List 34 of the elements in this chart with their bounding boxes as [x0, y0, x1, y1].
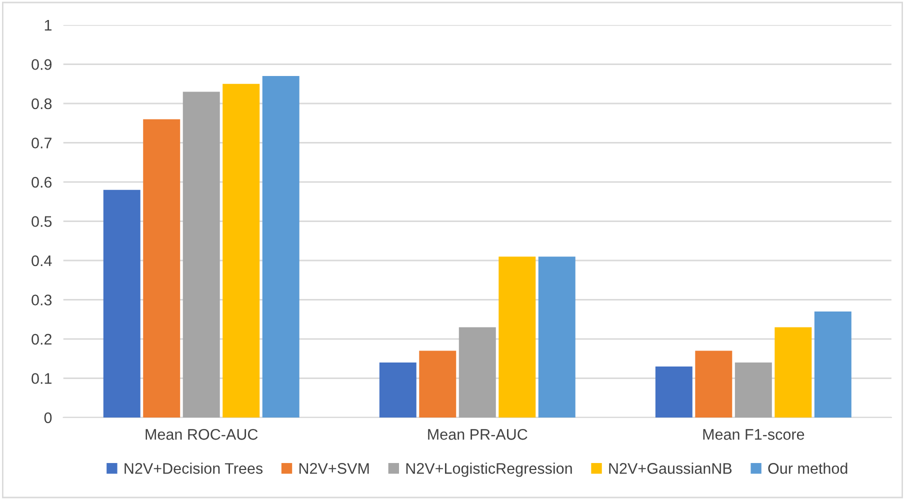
y-tick-label: 0.6 [32, 176, 52, 188]
bar [774, 327, 812, 418]
bar [103, 190, 140, 418]
bar [419, 350, 456, 418]
y-tick-label: 0 [44, 412, 52, 424]
legend-label: Our method [768, 462, 848, 474]
bar [379, 362, 416, 418]
y-tick-label: 0.4 [32, 255, 52, 266]
legend-label: N2V+SVM [299, 463, 369, 474]
x-tick-label: Mean PR-AUC [428, 429, 528, 440]
y-tick-label: 1 [44, 20, 52, 31]
legend-label: N2V+Decision Trees [124, 462, 263, 474]
bar [143, 119, 180, 418]
bar [538, 256, 576, 418]
x-tick-label: Mean ROC-AUC [146, 429, 258, 440]
bar [182, 92, 220, 418]
bar [655, 366, 692, 418]
bar [814, 312, 852, 418]
y-tick-label: 0.8 [32, 98, 52, 110]
y-tick-label: 0.7 [32, 138, 52, 148]
bar [695, 350, 732, 418]
y-tick-label: 0.3 [32, 294, 52, 306]
bar [734, 362, 772, 418]
y-tick-label: 0.5 [32, 216, 52, 227]
legend-label: N2V+GaussianNB [609, 462, 732, 474]
y-tick-label: 0.9 [32, 59, 52, 70]
bar [222, 84, 260, 418]
y-tick-label: 0.2 [32, 334, 52, 345]
y-tick-label: 0.1 [32, 373, 52, 384]
bar [458, 327, 496, 418]
bar [498, 256, 536, 418]
legend-label: N2V+LogisticRegression [406, 462, 572, 477]
bar [262, 76, 300, 418]
x-tick-label: Mean F1-score [703, 429, 804, 440]
